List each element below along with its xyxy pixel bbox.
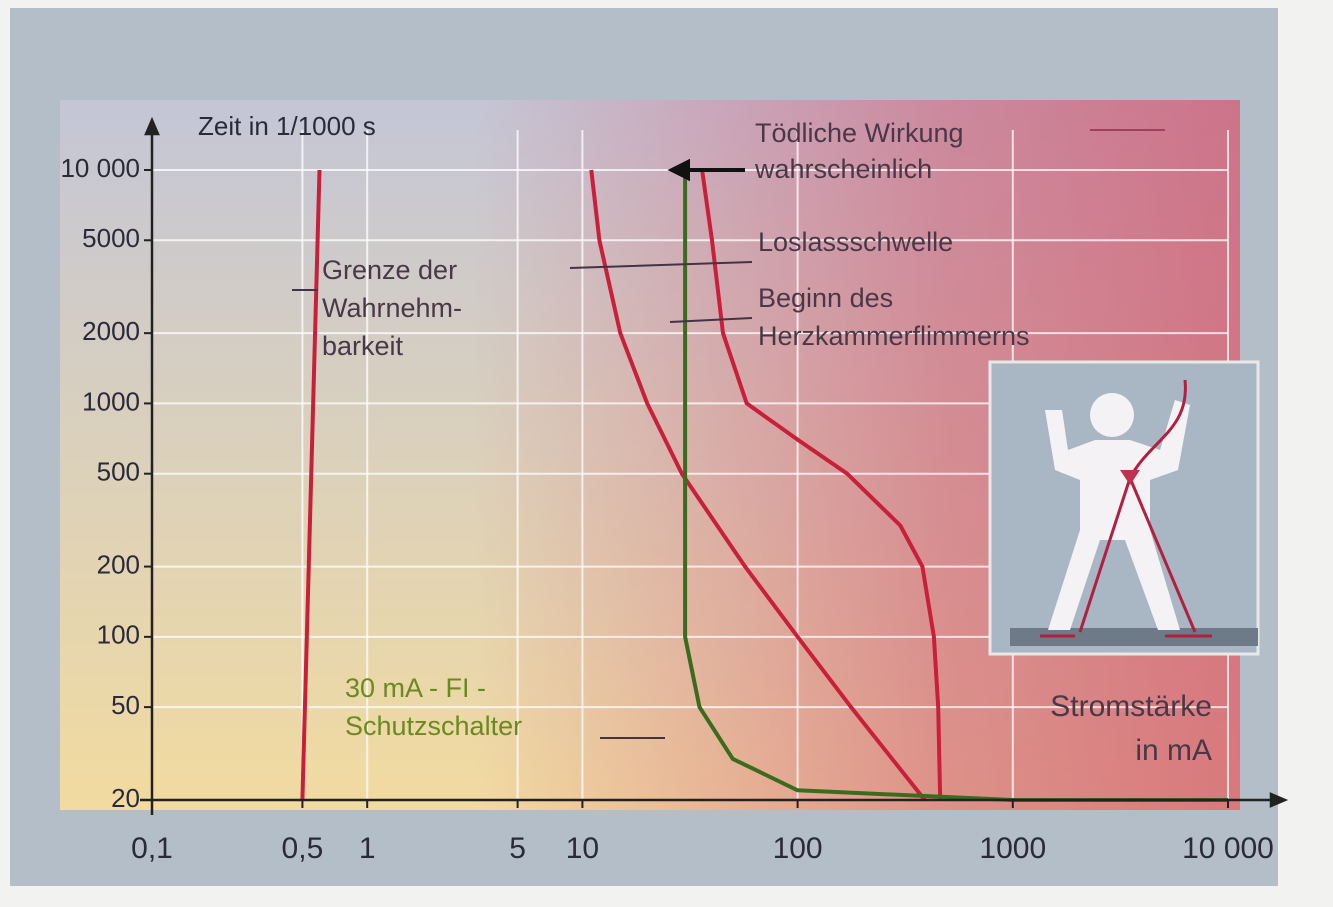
curve-label: Loslassschwelle bbox=[758, 227, 953, 257]
x-tick-label: 10 bbox=[566, 832, 599, 865]
chart: 10 000 5000 2000 1000 500 200 100 50 20 0,1 0,5 1 5 1… bbox=[0, 0, 1333, 907]
curve-label: Wahrnehm- bbox=[322, 293, 462, 323]
person-inset bbox=[990, 362, 1258, 654]
x-tick-label: 0,5 bbox=[282, 832, 324, 865]
y-tick-label: 50 bbox=[111, 690, 140, 720]
x-tick-label: 100 bbox=[773, 832, 823, 865]
curve-label: Grenze der bbox=[322, 255, 457, 285]
x-tick-label: 5 bbox=[509, 832, 526, 865]
x-tick-label: 1 bbox=[359, 832, 376, 865]
curve-label: Beginn des bbox=[758, 283, 893, 313]
y-tick-label: 200 bbox=[97, 549, 140, 579]
x-axis-label: in mA bbox=[1135, 734, 1212, 767]
x-tick-label: 0,1 bbox=[131, 832, 173, 865]
curve-label: Schutzschalter bbox=[345, 711, 522, 741]
annotation: wahrscheinlich bbox=[754, 154, 932, 184]
y-tick-label: 20 bbox=[111, 783, 140, 813]
y-tick-label: 100 bbox=[97, 620, 140, 650]
y-tick-label: 10 000 bbox=[60, 153, 140, 183]
curve-label: 30 mA - FI - bbox=[345, 673, 486, 703]
y-tick-label: 2000 bbox=[82, 316, 140, 346]
curve-label: barkeit bbox=[322, 331, 404, 361]
x-tick-label: 1000 bbox=[979, 832, 1046, 865]
x-axis-label: Stromstärke bbox=[1050, 690, 1212, 723]
y-tick-label: 500 bbox=[97, 457, 140, 487]
y-tick-label: 5000 bbox=[82, 223, 140, 253]
x-tick-label: 10 000 bbox=[1182, 832, 1274, 865]
y-axis-label: Zeit in 1/1000 s bbox=[198, 111, 376, 141]
curve-label: Herzkammerflimmerns bbox=[758, 321, 1030, 351]
annotation: Tödliche Wirkung bbox=[755, 118, 964, 148]
y-tick-label: 1000 bbox=[82, 386, 140, 416]
